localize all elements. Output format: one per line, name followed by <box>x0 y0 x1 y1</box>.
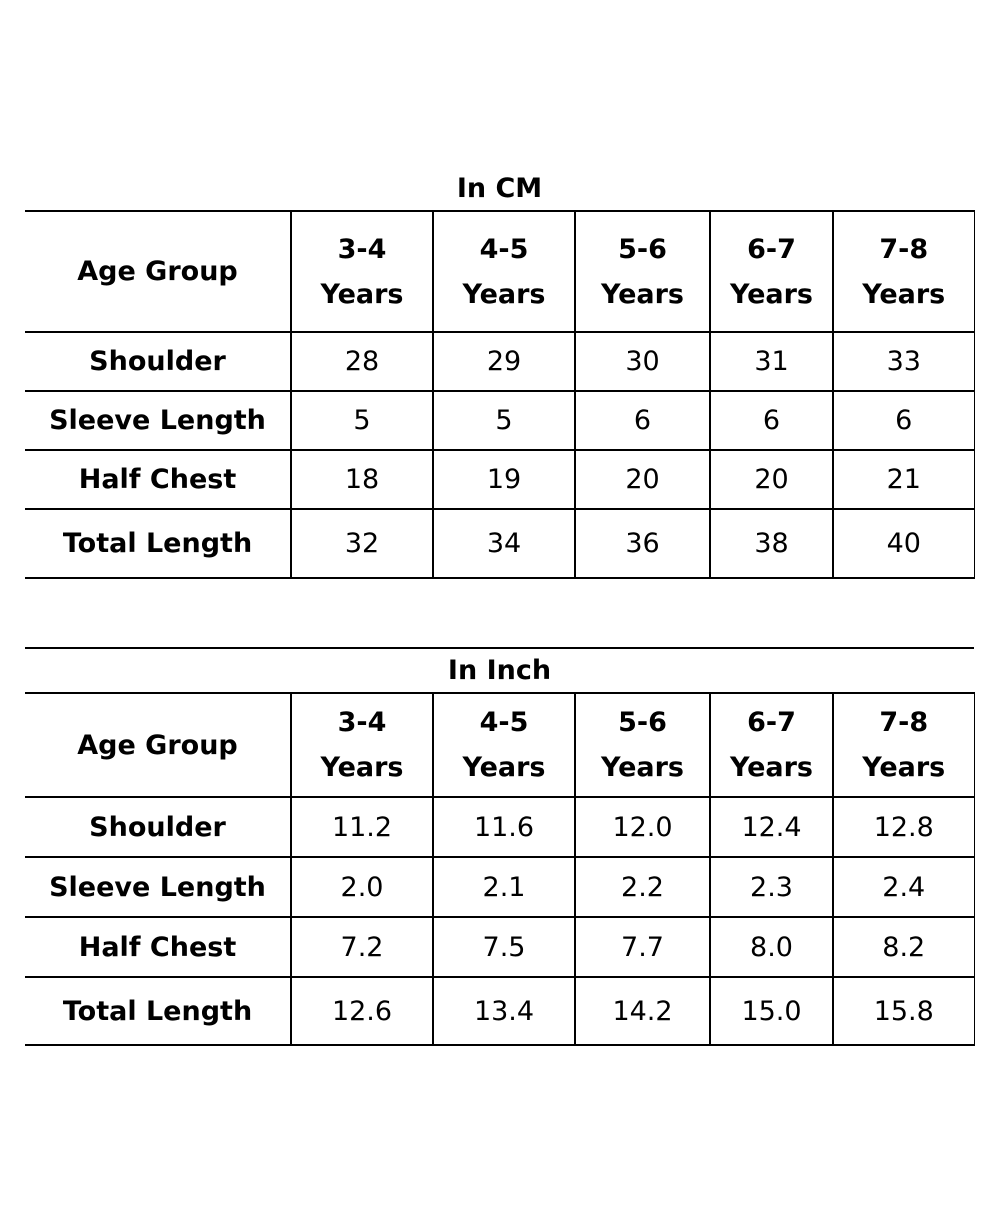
header-cell: 5-6 Years <box>574 210 711 333</box>
table-title: In CM <box>456 173 543 204</box>
table-row: Total Length 32 34 36 38 40 <box>25 508 975 579</box>
cell-value: 12.8 <box>832 796 975 858</box>
cell-value: 2.1 <box>432 856 576 918</box>
cell-value: 2.4 <box>832 856 975 918</box>
header-cell: 7-8 Years <box>832 692 975 798</box>
row-label: Shoulder <box>25 331 292 392</box>
cell-value: 12.4 <box>709 796 834 858</box>
header-cell: 4-5 Years <box>432 692 576 798</box>
cell-value: 6 <box>574 390 711 451</box>
header-label: Age Group <box>25 692 292 798</box>
cell-value: 34 <box>432 508 576 579</box>
cell-value: 40 <box>832 508 975 579</box>
size-table: Age Group 3-4 Years 4-5 Years 5-6 Years 6-7… <box>25 692 975 1046</box>
table-row: Half Chest 7.2 7.5 7.7 8.0 8.2 <box>25 916 975 978</box>
row-label: Sleeve Length <box>25 856 292 918</box>
table-row: Half Chest 18 19 20 20 21 <box>25 449 975 510</box>
cell-value: 20 <box>574 449 711 510</box>
header-cell: 3-4 Years <box>290 692 434 798</box>
cell-value: 2.0 <box>290 856 434 918</box>
table-row: Total Length 12.6 13.4 14.2 15.0 15.8 <box>25 976 975 1046</box>
cm-size-chart: In CM Age Group 3-4 Years 4-5 Years 5-6 Yea… <box>25 168 975 579</box>
cell-value: 13.4 <box>432 976 576 1046</box>
cell-value: 12.0 <box>574 796 711 858</box>
header-cell: 6-7 Years <box>709 210 834 333</box>
cell-value: 5 <box>432 390 576 451</box>
table-row: Shoulder 28 29 30 31 33 <box>25 331 975 392</box>
header-label: Age Group <box>25 210 292 333</box>
table-row: Sleeve Length 2.0 2.1 2.2 2.3 2.4 <box>25 856 975 918</box>
header-row: Age Group 3-4 Years 4-5 Years 5-6 Years 6-7… <box>25 210 975 333</box>
cell-value: 30 <box>574 331 711 392</box>
header-cell: 6-7 Years <box>709 692 834 798</box>
cell-value: 21 <box>832 449 975 510</box>
row-label: Sleeve Length <box>25 390 292 451</box>
cell-value: 11.2 <box>290 796 434 858</box>
cell-value: 8.0 <box>709 916 834 978</box>
cell-value: 36 <box>574 508 711 579</box>
cell-value: 5 <box>290 390 434 451</box>
cell-value: 29 <box>432 331 576 392</box>
table-title: In Inch <box>25 647 974 692</box>
table-row: Sleeve Length 5 5 6 6 6 <box>25 390 975 451</box>
cell-value: 32 <box>290 508 434 579</box>
cell-value: 15.0 <box>709 976 834 1046</box>
inch-size-chart: In Inch Age Group 3-4 Years 4-5 Years 5-6 Y… <box>25 647 975 1046</box>
cell-value: 19 <box>432 449 576 510</box>
cell-value: 18 <box>290 449 434 510</box>
cell-value: 20 <box>709 449 834 510</box>
header-row: Age Group 3-4 Years 4-5 Years 5-6 Years 6-7… <box>25 692 975 798</box>
header-cell: 3-4 Years <box>290 210 434 333</box>
cell-value: 2.2 <box>574 856 711 918</box>
row-label: Shoulder <box>25 796 292 858</box>
header-cell: 7-8 Years <box>832 210 975 333</box>
cell-value: 6 <box>832 390 975 451</box>
size-table: Age Group 3-4 Years 4-5 Years 5-6 Years 6-7… <box>25 210 975 579</box>
table-row: Shoulder 11.2 11.6 12.0 12.4 12.8 <box>25 796 975 858</box>
cell-value: 31 <box>709 331 834 392</box>
cell-value: 28 <box>290 331 434 392</box>
header-cell: 4-5 Years <box>432 210 576 333</box>
cell-value: 15.8 <box>832 976 975 1046</box>
row-label: Total Length <box>25 508 292 579</box>
cell-value: 7.7 <box>574 916 711 978</box>
cell-value: 33 <box>832 331 975 392</box>
cell-value: 11.6 <box>432 796 576 858</box>
cell-value: 14.2 <box>574 976 711 1046</box>
cell-value: 38 <box>709 508 834 579</box>
cell-value: 7.2 <box>290 916 434 978</box>
row-label: Half Chest <box>25 449 292 510</box>
cell-value: 6 <box>709 390 834 451</box>
cell-value: 12.6 <box>290 976 434 1046</box>
row-label: Half Chest <box>25 916 292 978</box>
row-label: Total Length <box>25 976 292 1046</box>
cell-value: 2.3 <box>709 856 834 918</box>
cell-value: 8.2 <box>832 916 975 978</box>
cell-value: 7.5 <box>432 916 576 978</box>
header-cell: 5-6 Years <box>574 692 711 798</box>
